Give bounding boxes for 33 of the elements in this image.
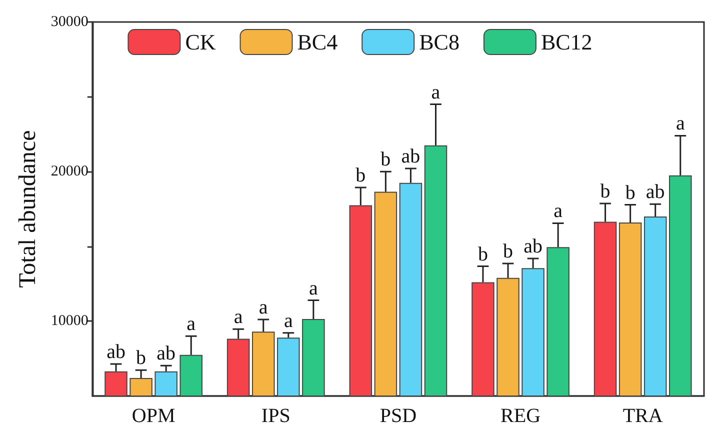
x-tick-label: IPS bbox=[261, 405, 290, 427]
x-tick-label: PSD bbox=[380, 405, 417, 427]
annotation: ab bbox=[156, 342, 176, 365]
annotation: b bbox=[503, 240, 514, 262]
annotation: ab bbox=[106, 340, 126, 363]
y-tick-label: 10000 bbox=[50, 313, 88, 330]
annotation: a bbox=[676, 112, 685, 135]
annotation: ab bbox=[401, 145, 420, 168]
annotation: a bbox=[258, 296, 268, 319]
y-axis-title: Total abundance bbox=[15, 130, 41, 288]
legend-label: CK bbox=[185, 30, 216, 54]
x-tick-label: REG bbox=[500, 405, 541, 427]
legend-label: BC8 bbox=[419, 30, 460, 54]
x-tick-label: TRA bbox=[622, 405, 664, 427]
annotation: b bbox=[478, 243, 488, 266]
annotation: a bbox=[308, 277, 318, 300]
annotation: a bbox=[554, 200, 563, 222]
annotation: b bbox=[625, 182, 636, 204]
annotation: b bbox=[600, 180, 610, 202]
legend-label: BC4 bbox=[297, 30, 338, 54]
annotation: b bbox=[356, 164, 366, 186]
annotation: a bbox=[186, 313, 196, 336]
y-tick-label: 20000 bbox=[50, 164, 88, 180]
annotation: ab bbox=[646, 181, 665, 204]
annotation: a bbox=[234, 306, 243, 328]
annotation: ab bbox=[524, 236, 542, 258]
x-tick-label: OPM bbox=[132, 405, 176, 427]
y-tick-label: 30000 bbox=[50, 14, 88, 30]
annotation: b bbox=[380, 148, 391, 171]
legend-label: BC12 bbox=[540, 30, 592, 54]
annotation: a bbox=[431, 81, 440, 104]
annotation: b bbox=[136, 347, 146, 370]
annotation: a bbox=[284, 310, 293, 332]
